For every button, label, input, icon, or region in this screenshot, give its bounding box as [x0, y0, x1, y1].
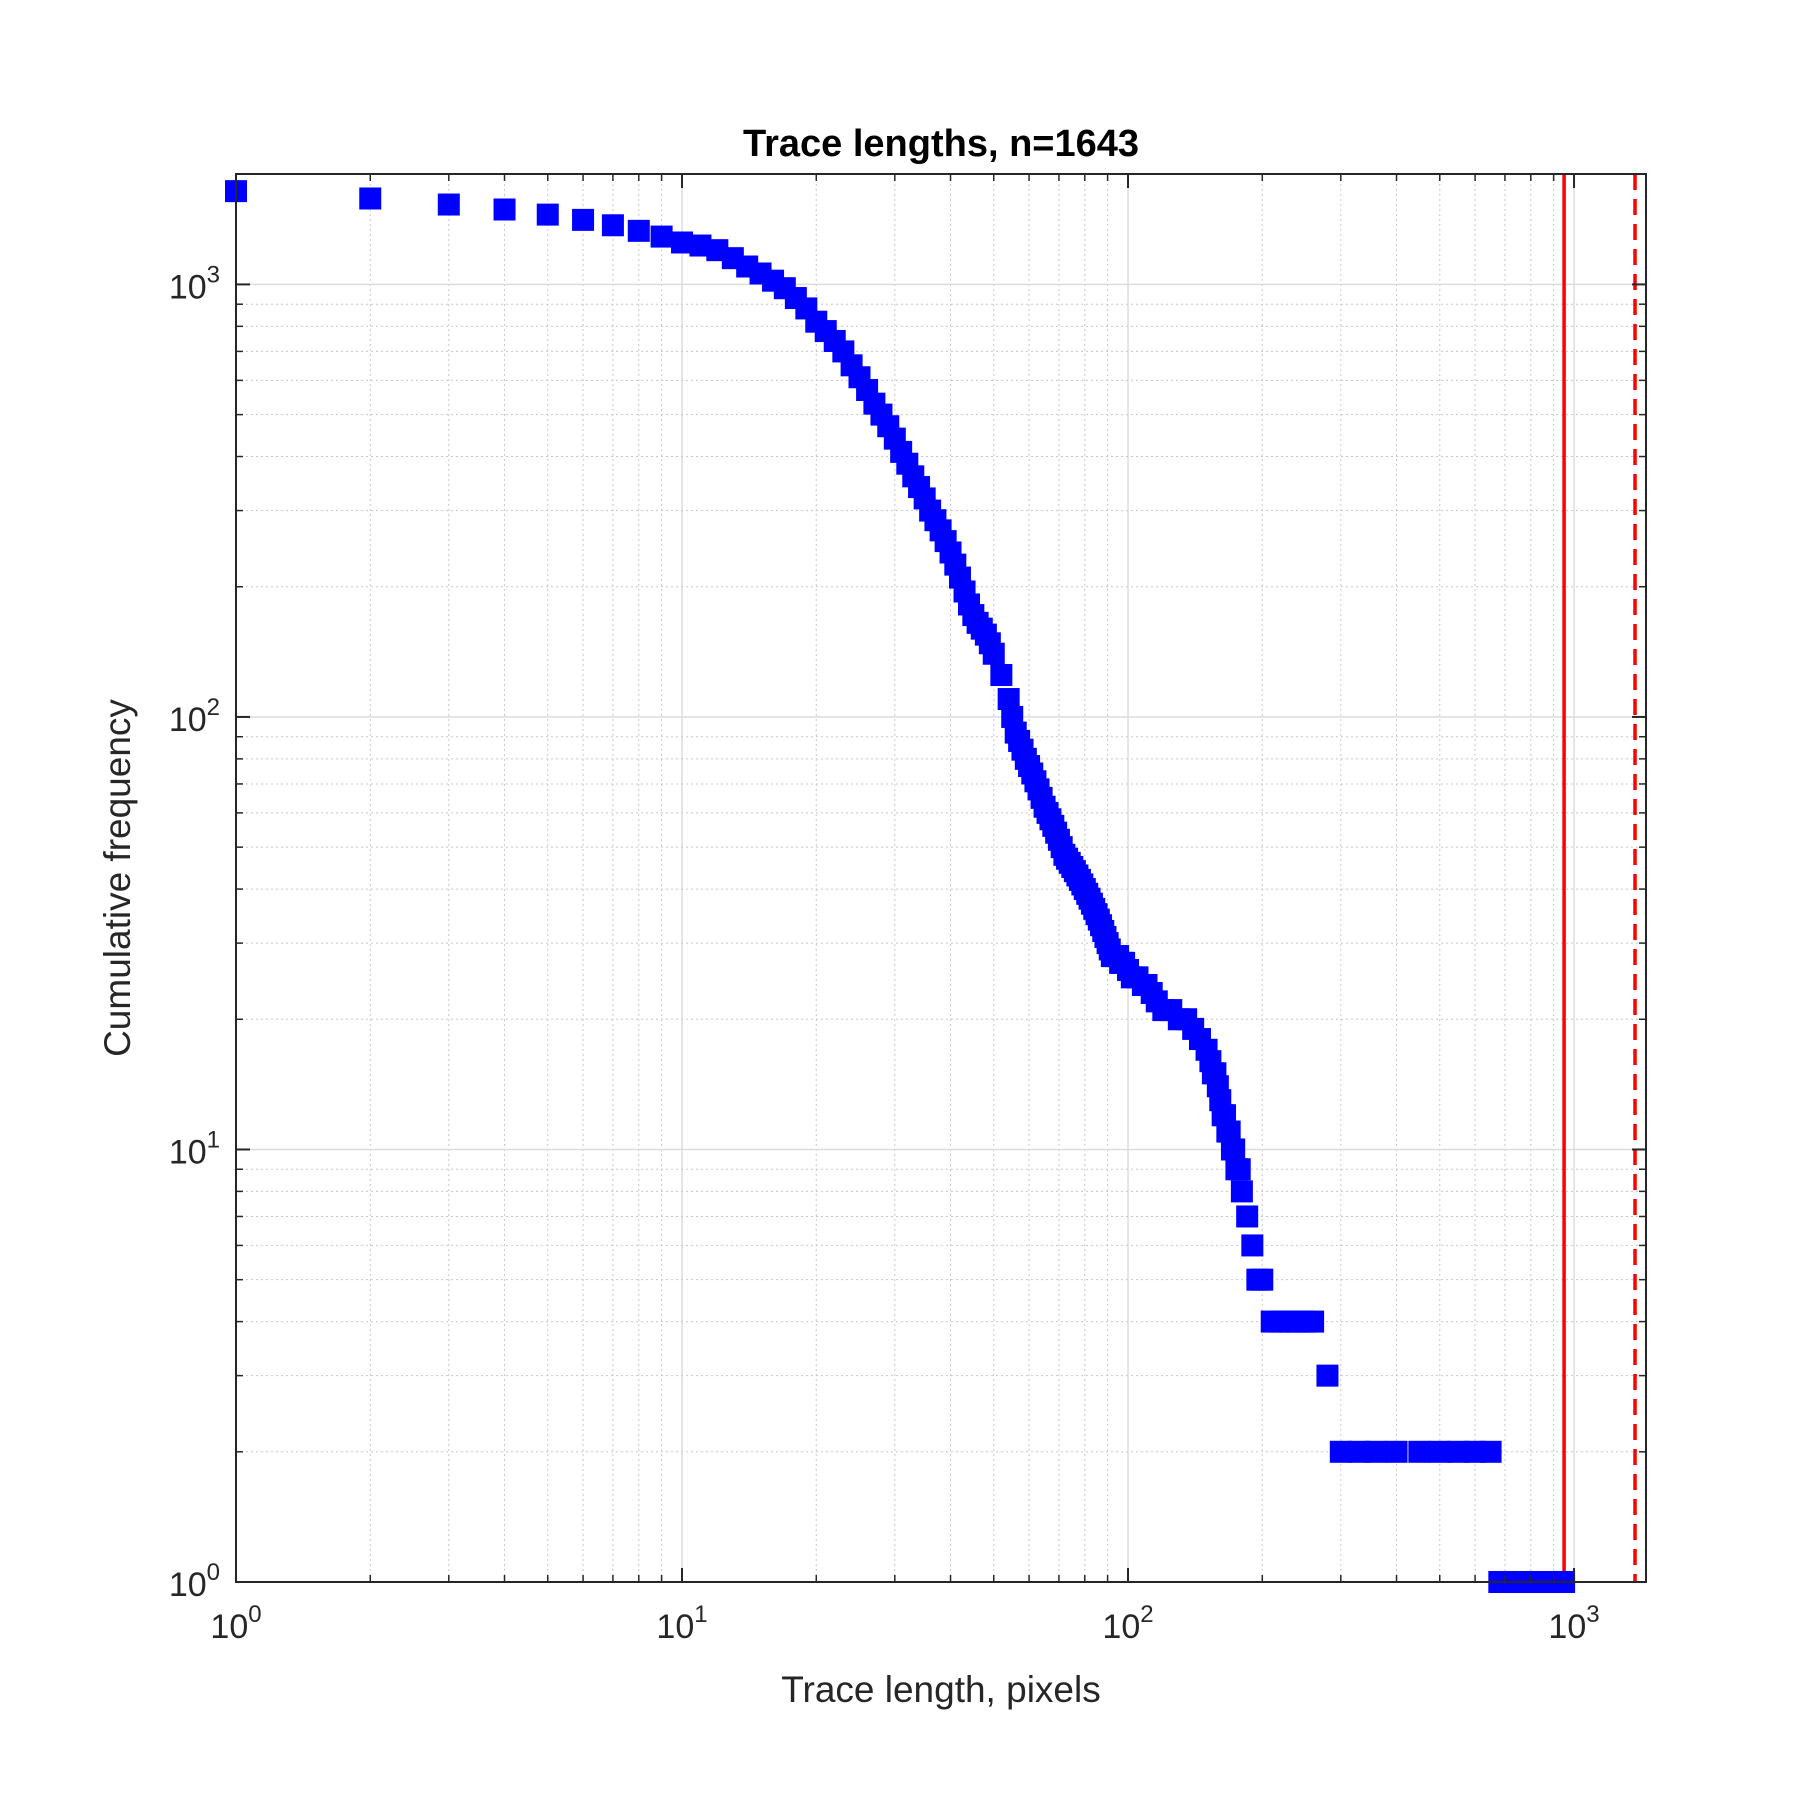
data-point — [1479, 1440, 1502, 1463]
data-point — [990, 664, 1013, 687]
data-point — [493, 198, 516, 221]
data-point — [1329, 1440, 1352, 1463]
data-point — [536, 203, 559, 226]
data-point — [1408, 1440, 1431, 1463]
data-point — [437, 193, 460, 216]
y-tick-label: 102 — [169, 694, 220, 739]
data-point — [650, 225, 673, 248]
data-point — [1428, 1440, 1451, 1463]
data-point — [359, 187, 382, 210]
data-point — [1223, 1138, 1246, 1161]
x-axis-label: Trace length, pixels — [781, 1669, 1100, 1710]
data-point — [1218, 1120, 1241, 1143]
data-point — [627, 219, 650, 242]
data-point — [601, 214, 624, 237]
data-point — [1251, 1268, 1274, 1291]
plot-frame — [235, 173, 1647, 1583]
y-tick-label: 101 — [169, 1126, 220, 1171]
data-point — [572, 208, 595, 231]
data-point — [1302, 1310, 1325, 1333]
x-tick-label: 102 — [1102, 1601, 1153, 1646]
data-point — [1365, 1440, 1388, 1463]
reference-lines — [1562, 174, 1637, 1582]
data-point — [982, 642, 1005, 665]
plot-area — [236, 174, 1646, 1582]
grid-lines — [236, 174, 1646, 1582]
data-point — [1228, 1158, 1251, 1181]
data-point — [1447, 1440, 1470, 1463]
data-point — [1348, 1440, 1371, 1463]
data-point — [1316, 1364, 1339, 1387]
data-point — [689, 234, 712, 257]
data-point — [1241, 1234, 1264, 1257]
data-point — [671, 231, 694, 254]
y-tick-label: 103 — [169, 261, 220, 306]
data-point — [997, 688, 1020, 711]
x-tick-label: 100 — [210, 1601, 261, 1646]
data-point — [1236, 1205, 1259, 1228]
y-axis-label: Cumulative frequency — [97, 699, 138, 1057]
axis-tick-marks — [235, 174, 1646, 1583]
tick-labels: 100 101 102 103 100 101 102 103 — [169, 261, 1600, 1646]
x-tick-label: 103 — [1548, 1601, 1599, 1646]
data-point — [1385, 1440, 1408, 1463]
x-tick-label: 101 — [656, 1601, 707, 1646]
y-tick-label: 100 — [169, 1559, 220, 1604]
data-point — [1230, 1180, 1253, 1203]
chart-title: Trace lengths, n=1643 — [743, 123, 1139, 165]
